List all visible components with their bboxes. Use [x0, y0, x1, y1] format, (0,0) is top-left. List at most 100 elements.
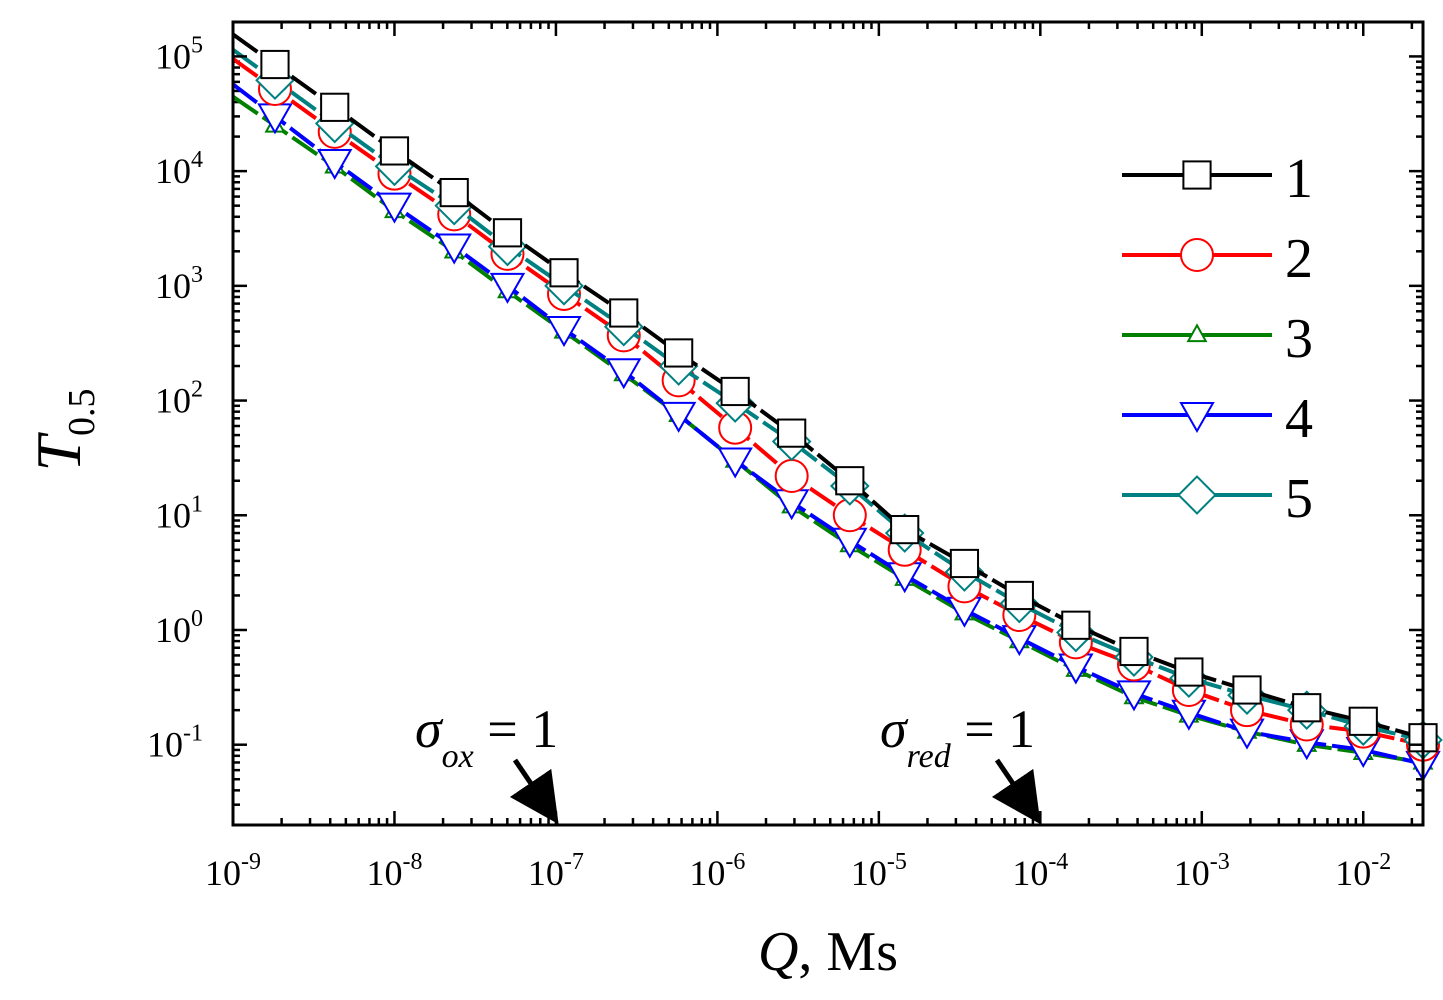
annotation-subscript: red — [907, 738, 952, 775]
data-point — [436, 233, 472, 265]
x-tick-label: 10-3 — [1174, 849, 1230, 893]
plot-frame — [231, 20, 1425, 827]
x-tick-base: 10 — [528, 853, 564, 893]
data-point — [1174, 657, 1204, 687]
legend-label: 4 — [1285, 388, 1313, 450]
y-tick-exponent: 4 — [191, 147, 203, 173]
annotation-label: σred = 1 — [880, 699, 1035, 775]
y-tick-base: 10 — [155, 381, 191, 421]
series-4 — [231, 82, 1441, 782]
series-5 — [231, 48, 1443, 760]
x-tick-exponent: -6 — [725, 849, 745, 875]
annotation-subscript: ox — [442, 738, 474, 775]
y-tick-exponent: -1 — [183, 721, 203, 747]
legend-entry-4: 4 — [1122, 388, 1313, 450]
x-tick-base: 10 — [205, 853, 241, 893]
data-point — [546, 316, 582, 348]
x-axis-label: Q, Ms — [758, 921, 898, 983]
data-point — [439, 177, 469, 208]
annotation-arrow — [991, 758, 1041, 825]
x-tick-label: 10-5 — [851, 849, 907, 893]
data-point — [492, 218, 523, 248]
annotation-symbol: σ — [880, 699, 909, 759]
legend-entry-2: 2 — [1122, 228, 1313, 290]
y-tick-label: 100 — [155, 606, 203, 650]
y-tick-label: 105 — [155, 32, 203, 76]
series-1 — [231, 32, 1438, 753]
x-tick-base: 10 — [1174, 853, 1210, 893]
y-tick-label: 10-1 — [147, 721, 203, 765]
y-tick-base: 10 — [147, 725, 183, 765]
x-tick-exponent: -4 — [1048, 849, 1068, 875]
x-tick-exponent: -9 — [241, 849, 261, 875]
y-tick-label: 104 — [155, 147, 203, 191]
data-point — [379, 136, 410, 166]
data-point — [1232, 675, 1262, 705]
annotation-value: = 1 — [474, 699, 558, 759]
y-tick-exponent: 1 — [191, 491, 203, 517]
x-axis-label-unit: , Ms — [798, 921, 898, 983]
x-tick-exponent: -8 — [402, 849, 422, 875]
triangle-down-icon — [1179, 402, 1215, 434]
legend-label: 5 — [1285, 468, 1313, 530]
data-point — [890, 515, 920, 545]
legend-entry-1: 1 — [1122, 148, 1313, 210]
x-tick-base: 10 — [689, 853, 725, 893]
y-tick-base: 10 — [155, 610, 191, 650]
y-axis-label-var: T — [23, 432, 94, 472]
y-tick-exponent: 2 — [191, 377, 203, 403]
data-point — [606, 358, 642, 390]
x-tick-base: 10 — [366, 853, 402, 893]
series-layer — [231, 32, 1443, 782]
legend-entry-3: 3 — [1122, 308, 1313, 370]
x-tick-exponent: -5 — [887, 849, 907, 875]
y-tick-exponent: 5 — [191, 32, 203, 58]
x-tick-base: 10 — [1012, 853, 1048, 893]
annotation-red: σred = 1 — [880, 699, 1041, 825]
series-line-4 — [231, 82, 1424, 766]
legend-label: 3 — [1285, 308, 1313, 370]
triangle-up-icon — [1186, 323, 1208, 343]
annotation-value: = 1 — [951, 699, 1035, 759]
x-tick-base: 10 — [1335, 853, 1371, 893]
series-line-1 — [231, 32, 1424, 740]
y-tick-label: 101 — [155, 491, 203, 535]
data-point — [664, 338, 694, 368]
x-axis-label-var: Q — [758, 921, 798, 983]
data-point — [1292, 693, 1322, 723]
legend-label: 2 — [1285, 228, 1313, 290]
data-point — [720, 376, 750, 407]
data-point — [320, 92, 350, 122]
y-tick-base: 10 — [155, 36, 191, 76]
x-tick-label: 10-4 — [1012, 849, 1068, 893]
legend-entry-5: 5 — [1122, 468, 1313, 530]
x-tick-exponent: -2 — [1371, 849, 1391, 875]
x-tick-base: 10 — [851, 853, 887, 893]
data-point — [774, 458, 809, 493]
y-tick-label: 102 — [155, 377, 203, 421]
circle-icon — [1180, 238, 1214, 272]
x-tick-label: 10-9 — [205, 849, 261, 893]
data-point — [489, 272, 526, 304]
legend: 1 2 3 4 5 — [1122, 148, 1313, 530]
series-3 — [231, 95, 1434, 770]
annotation-symbol: σ — [415, 699, 444, 759]
x-tick-label: 10-8 — [366, 849, 422, 893]
x-tick-label: 10-2 — [1335, 849, 1391, 893]
y-axis-label-sub: 0.5 — [61, 388, 103, 436]
series-line-3 — [231, 95, 1424, 765]
data-point — [660, 401, 697, 433]
annotations: σox = 1 σred = 1 — [415, 699, 1041, 825]
data-point — [549, 258, 579, 288]
x-tick-exponent: -7 — [564, 849, 584, 875]
series-line-5 — [231, 48, 1424, 742]
y-tick-base: 10 — [155, 495, 191, 535]
y-tick-exponent: 0 — [191, 606, 203, 632]
y-tick-base: 10 — [155, 266, 191, 306]
data-point — [609, 298, 639, 328]
annotation-label: σox = 1 — [415, 699, 558, 775]
data-point — [260, 49, 290, 80]
y-tick-exponent: 3 — [191, 262, 203, 288]
annotation-arrow — [509, 758, 559, 825]
